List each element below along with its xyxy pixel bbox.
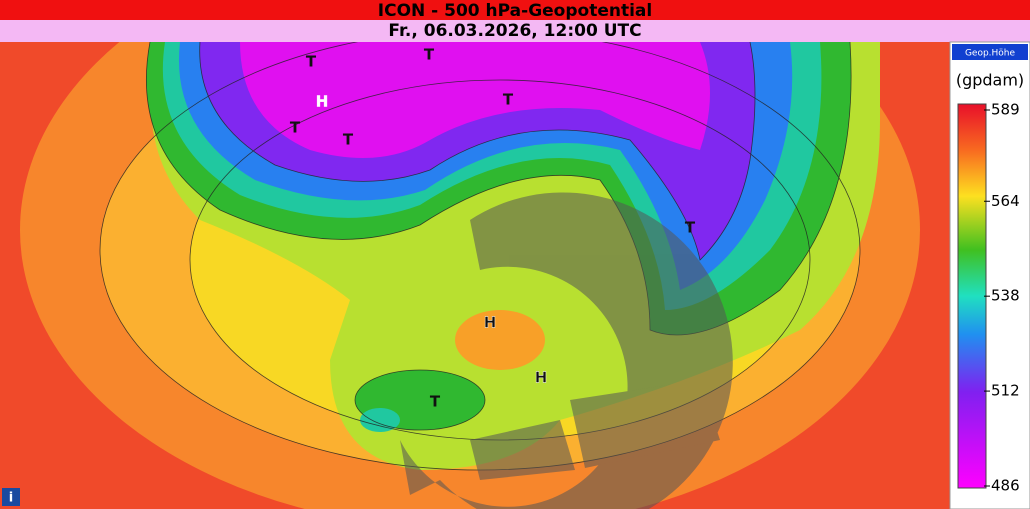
map: [0, 42, 950, 509]
legend-label: Geop.Höhe: [965, 49, 1016, 59]
tick-label: 512: [991, 382, 1020, 400]
tick-label: 538: [991, 287, 1020, 305]
pressure-marker: H: [535, 369, 548, 387]
pressure-marker: T: [430, 393, 441, 411]
subtitle: Fr., 06.03.2026, 12:00 UTC: [388, 21, 641, 41]
legend-unit: (gpdam): [956, 71, 1024, 90]
tick-label: 564: [991, 192, 1020, 210]
pressure-marker: H: [316, 93, 329, 111]
info-icon[interactable]: [2, 488, 20, 506]
title-bar: [0, 0, 1030, 20]
pressure-marker: T: [685, 219, 696, 237]
legend-header: [952, 44, 1028, 60]
pressure-marker: T: [424, 46, 435, 64]
pressure-marker: H: [484, 314, 497, 332]
tick-label: 486: [991, 477, 1020, 495]
pressure-marker: T: [503, 91, 514, 109]
tick-label: 589: [991, 101, 1020, 119]
title: ICON - 500 hPa-Geopotential: [378, 1, 652, 21]
pressure-marker: T: [290, 119, 301, 137]
pressure-marker: T: [343, 131, 354, 149]
pressure-marker: T: [306, 53, 317, 71]
subtitle-bar: [0, 20, 1030, 42]
info-icon-glyph: i: [9, 491, 13, 506]
colorbar[interactable]: [957, 103, 987, 489]
